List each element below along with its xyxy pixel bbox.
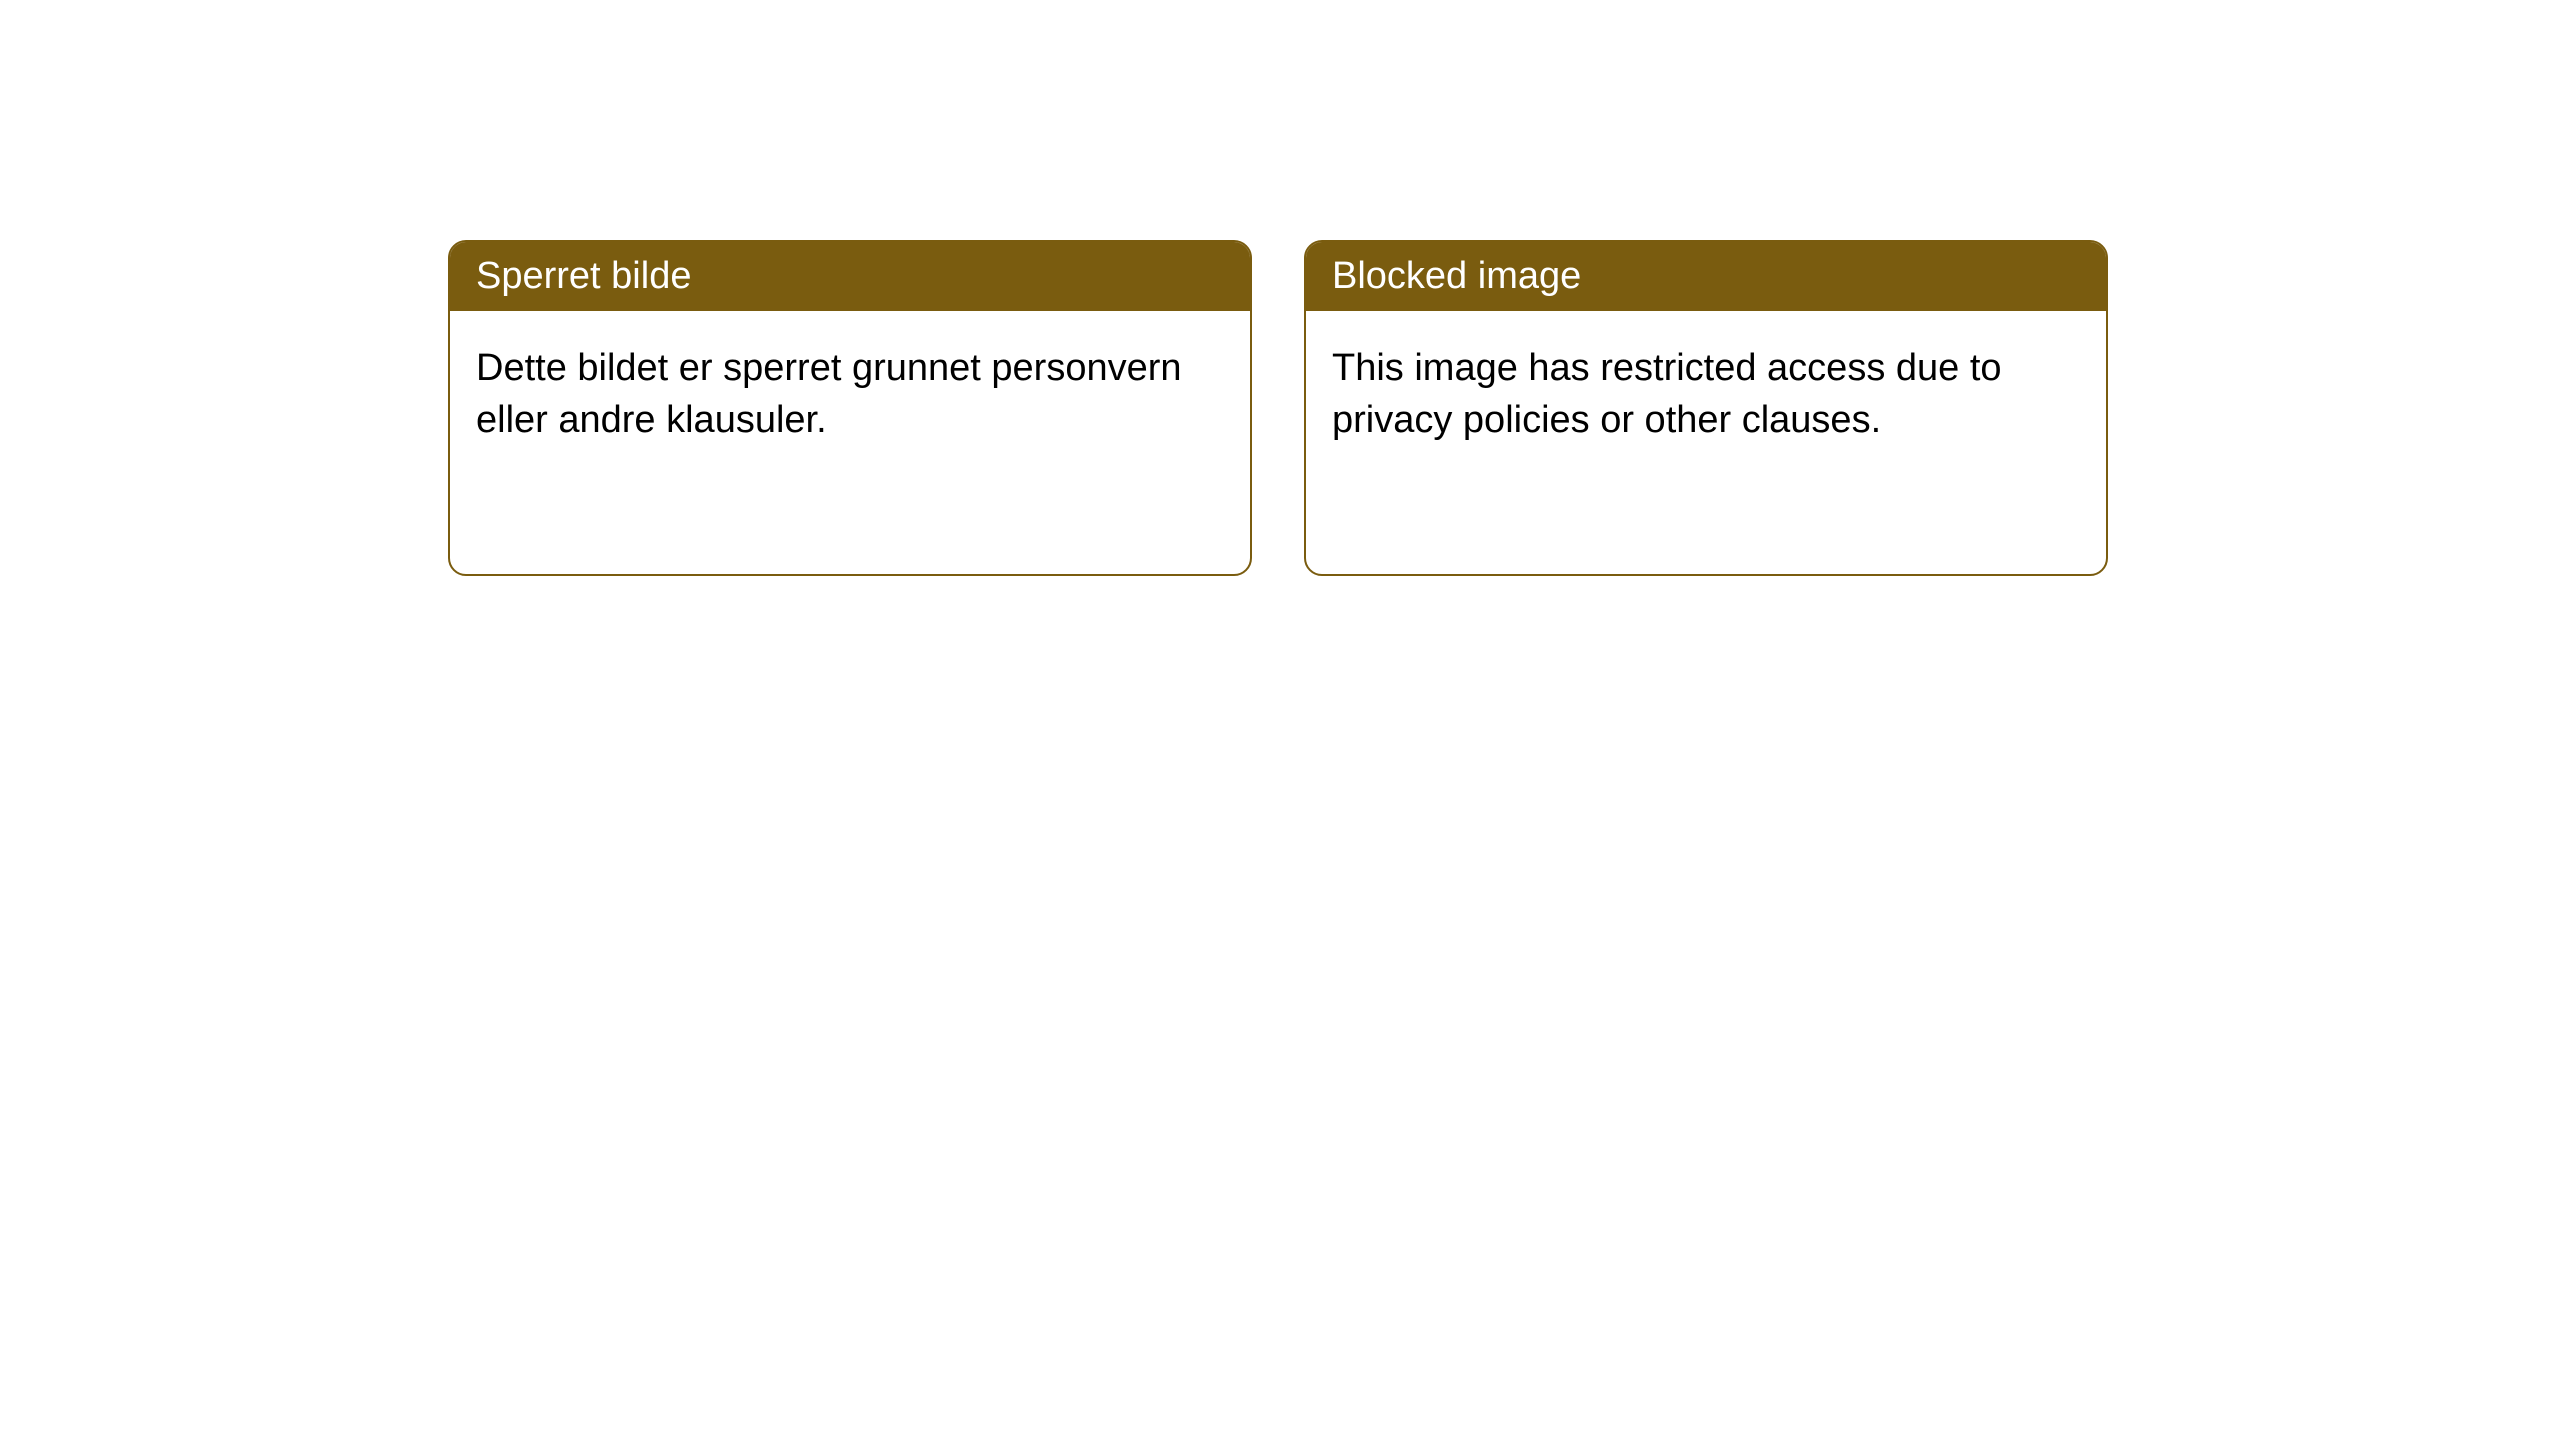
notice-body-text: Dette bildet er sperret grunnet personve… bbox=[476, 347, 1182, 440]
notice-card-english: Blocked image This image has restricted … bbox=[1304, 240, 2108, 576]
notice-header: Sperret bilde bbox=[450, 242, 1250, 311]
notice-container: Sperret bilde Dette bildet er sperret gr… bbox=[0, 0, 2560, 576]
notice-header: Blocked image bbox=[1306, 242, 2106, 311]
notice-title: Sperret bilde bbox=[476, 255, 691, 297]
notice-body: This image has restricted access due to … bbox=[1306, 311, 2106, 478]
notice-body: Dette bildet er sperret grunnet personve… bbox=[450, 311, 1250, 478]
notice-body-text: This image has restricted access due to … bbox=[1332, 347, 2002, 440]
notice-card-norwegian: Sperret bilde Dette bildet er sperret gr… bbox=[448, 240, 1252, 576]
notice-title: Blocked image bbox=[1332, 255, 1581, 297]
